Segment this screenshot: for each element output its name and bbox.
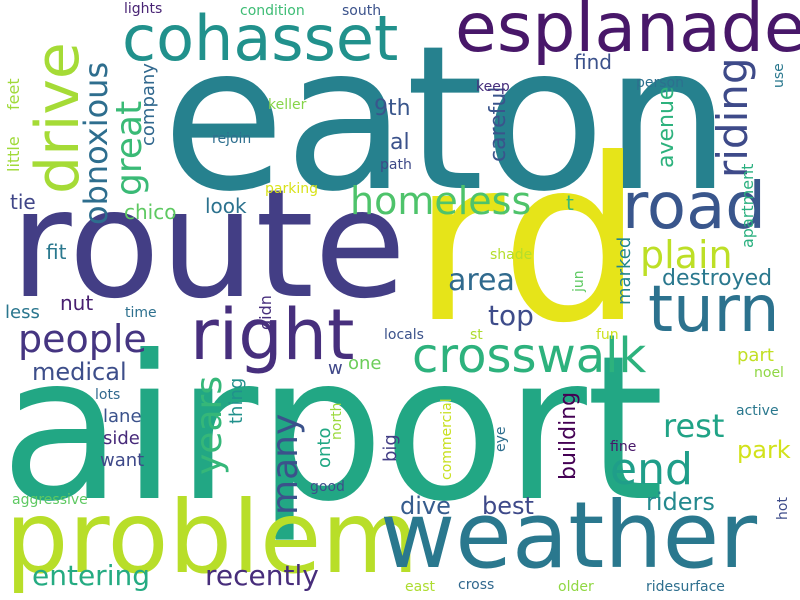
word-chico: chico	[124, 200, 177, 224]
word-noel: noel	[754, 365, 784, 381]
word-end: end	[610, 444, 693, 495]
word-right: right	[190, 294, 355, 376]
word-al: al	[390, 130, 410, 155]
word-fun: fun	[596, 327, 619, 343]
word-locals: locals	[384, 327, 424, 343]
word-destroyed: destroyed	[662, 266, 773, 291]
word-entering: entering	[32, 559, 150, 592]
word-big: big	[380, 434, 401, 462]
word-person: person	[636, 75, 684, 91]
word-careful: careful	[486, 86, 511, 162]
word-active: active	[736, 403, 779, 419]
word-older: older	[558, 579, 594, 595]
word-parking: parking	[265, 181, 318, 197]
word-company: company	[138, 63, 159, 146]
word-rejoin: rejoin	[212, 131, 252, 147]
word-use: use	[771, 63, 787, 88]
word-many: many	[265, 413, 306, 515]
word-best: best	[482, 492, 534, 520]
word-part: part	[737, 345, 774, 366]
word-plain: plain	[640, 233, 733, 277]
word-side: side	[103, 428, 140, 449]
word-keep: keep	[476, 79, 510, 95]
word-crosswalk: crosswalk	[412, 328, 647, 384]
word-people: people	[18, 317, 147, 361]
word-one: one	[348, 353, 382, 374]
word-homeless: homeless	[350, 179, 532, 223]
word-riders: riders	[646, 488, 715, 516]
word-jun: jun	[571, 270, 587, 292]
word-feet: feet	[4, 78, 23, 110]
word-marked: marked	[614, 236, 635, 305]
word-weather: weather	[380, 482, 758, 589]
word-eaton: eaton	[162, 3, 731, 236]
word-aggressive: aggressive	[12, 492, 88, 508]
word-esplanade: esplanade	[455, 0, 800, 68]
word-commercial: commercial	[439, 398, 455, 480]
word-medical: medical	[32, 358, 127, 386]
word-ridesurface: ridesurface	[646, 579, 725, 595]
word-less: less	[5, 302, 40, 323]
word-route: route	[10, 158, 407, 332]
word-fine: fine	[610, 439, 637, 455]
word-problem: problem	[5, 479, 419, 596]
word-lots: lots	[95, 387, 121, 403]
word-thing: thing	[226, 377, 247, 424]
word-south: south	[342, 3, 382, 19]
word-time: time	[125, 305, 157, 321]
word-w: w	[328, 358, 343, 379]
word-eye: eye	[493, 426, 509, 452]
word-top: top	[488, 299, 534, 332]
word-shade: shade	[490, 247, 533, 263]
word-airport: airport	[0, 313, 664, 546]
word-look: look	[205, 194, 247, 218]
word-little: little	[4, 136, 23, 172]
word-avenue: avenue	[654, 86, 679, 168]
word-path: path	[380, 157, 412, 173]
word-building: building	[556, 391, 581, 480]
word-tie: tie	[10, 190, 36, 214]
word-apartment: apartment	[738, 163, 757, 248]
word-cross: cross	[458, 577, 495, 593]
word-recently: recently	[205, 559, 319, 592]
word-road: road	[622, 170, 766, 244]
word-rd: rd	[412, 111, 644, 373]
word-east: east	[405, 579, 435, 595]
word-rest: rest	[663, 407, 725, 445]
word-lights: lights	[124, 1, 163, 17]
word-find: find	[574, 50, 612, 74]
word-hot: hot	[775, 497, 791, 520]
word-keller: keller	[268, 97, 307, 113]
word-didn: didn	[256, 295, 275, 330]
word-obnoxious: obnoxious	[77, 61, 115, 225]
word-years: years	[189, 375, 230, 475]
word-lane: lane	[103, 406, 142, 427]
word-park: park	[737, 436, 791, 464]
word-cohasset: cohasset	[122, 2, 399, 75]
word-area: area	[448, 263, 515, 298]
word-north: north	[329, 402, 345, 440]
word-nut: nut	[60, 291, 94, 315]
word-st: st	[470, 327, 483, 343]
word-9th: 9th	[374, 96, 411, 121]
word-dive: dive	[400, 492, 451, 520]
word-riding: riding	[708, 57, 757, 178]
word-condition: condition	[240, 3, 305, 19]
word-good: good	[310, 479, 345, 495]
word-want: want	[100, 450, 145, 471]
word-t: t	[566, 191, 574, 215]
word-fit: fit	[46, 240, 67, 264]
word-turn: turn	[648, 273, 780, 347]
